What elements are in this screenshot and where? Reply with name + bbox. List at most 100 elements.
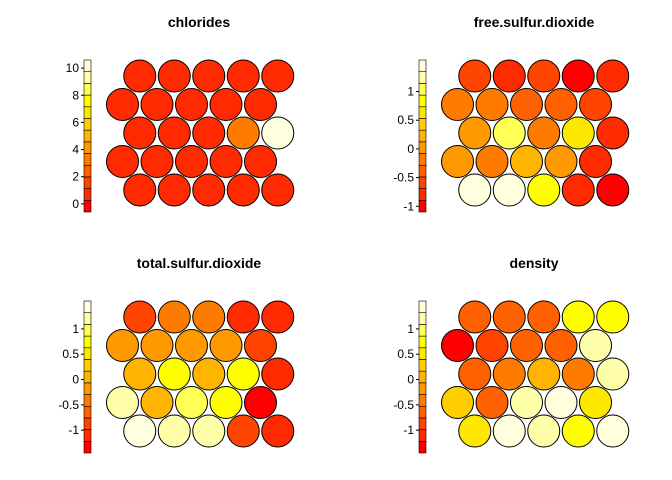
som-unit: [510, 386, 543, 419]
som-unit: [527, 300, 561, 334]
som-unit: [579, 386, 612, 419]
tick-label: 0.5: [397, 113, 414, 127]
som-unit: [226, 59, 260, 93]
color-key-segment: [83, 441, 92, 454]
som-unit: [579, 88, 612, 121]
color-key-segment: [418, 71, 427, 84]
color-key-segment: [418, 382, 427, 395]
som-unit: [261, 59, 295, 93]
som-unit: [106, 145, 139, 178]
som-unit: [123, 173, 157, 207]
som-unit: [458, 357, 492, 391]
color-key-segment: [83, 370, 92, 384]
color-key-segment: [418, 118, 427, 131]
color-key-segment: [418, 405, 427, 419]
color-key-segment: [418, 394, 427, 407]
tick-label: -1: [403, 199, 414, 213]
tick-label: -1: [403, 423, 414, 437]
color-key-segment: [418, 188, 427, 201]
tick-label: 0: [72, 373, 79, 387]
som-unit: [596, 116, 630, 150]
som-unit: [561, 300, 595, 334]
som-unit: [157, 116, 191, 150]
color-key-segment: [418, 59, 427, 72]
som-unit: [226, 173, 260, 207]
som-unit: [226, 300, 260, 334]
som-unit: [596, 173, 630, 207]
color-key-segment: [418, 441, 427, 454]
som-unit: [123, 59, 157, 93]
som-unit: [596, 59, 630, 93]
color-key-segment: [83, 59, 92, 72]
color-key-segment: [83, 153, 92, 166]
tick-label: 0.5: [62, 347, 79, 361]
tick-label: 10: [66, 61, 80, 75]
color-key-segment: [418, 106, 427, 119]
som-unit: [596, 414, 630, 448]
panel-chlorides: chlorides 0 2 4 6 8 10: [66, 14, 295, 213]
som-unit: [106, 329, 139, 362]
som-unit: [261, 173, 295, 207]
color-key-segment: [83, 141, 92, 154]
som-unit: [441, 145, 474, 178]
color-key-segment: [83, 94, 92, 108]
som-unit: [175, 329, 208, 362]
som-unit: [527, 414, 561, 448]
som-unit: [140, 329, 174, 362]
color-key-segment: [83, 417, 92, 430]
tick-label: 1: [407, 85, 414, 99]
som-unit: [209, 88, 243, 121]
som-unit: [579, 145, 612, 178]
som-unit: [596, 357, 630, 391]
color-key-segment: [418, 141, 427, 154]
som-unit: [261, 414, 295, 448]
som-unit: [175, 386, 208, 419]
color-key-segment: [418, 176, 427, 189]
som-unit: [544, 88, 578, 121]
tick-label: -1: [68, 423, 79, 437]
som-unit: [510, 329, 543, 362]
color-key-segment: [418, 324, 427, 337]
som-unit: [492, 357, 526, 391]
color-key-segment: [83, 300, 92, 313]
tick-label: 8: [72, 88, 79, 102]
color-key-segment: [83, 164, 92, 178]
color-key-segment: [83, 347, 92, 360]
som-unit: [475, 88, 509, 121]
som-unit: [544, 329, 578, 362]
panel-total-sulfur-dioxide: total.sulfur.dioxide 1 0.5 0 -0.5 -1: [58, 255, 295, 454]
color-key-segment: [83, 118, 92, 131]
color-key-segment: [418, 153, 427, 166]
color-key-segment: [83, 176, 92, 189]
som-unit: [510, 88, 543, 121]
som-unit: [561, 173, 595, 207]
color-key-segment: [83, 312, 92, 325]
som-unit: [261, 116, 295, 150]
som-unit: [175, 145, 208, 178]
som-unit: [261, 357, 295, 391]
tick-label: 0: [407, 142, 414, 156]
som-unit: [244, 88, 277, 121]
som-unit: [226, 414, 260, 448]
som-unit: [458, 116, 492, 150]
som-unit: [527, 116, 561, 150]
color-key-segment: [83, 324, 92, 337]
color-key-segment: [418, 83, 427, 96]
som-unit: [441, 386, 474, 419]
som-unit: [561, 59, 595, 93]
som-unit: [458, 173, 492, 207]
som-unit: [492, 300, 526, 334]
som-unit: [475, 329, 509, 362]
som-unit: [157, 300, 191, 334]
panel-density: density 1 0.5 0 -0.5 -1: [393, 255, 630, 454]
som-unit: [140, 145, 174, 178]
som-unit: [561, 116, 595, 150]
som-unit: [175, 88, 208, 121]
tick-label: 0: [407, 373, 414, 387]
som-unit: [458, 59, 492, 93]
color-key-segment: [418, 429, 427, 442]
som-unit: [106, 386, 139, 419]
som-unit: [226, 357, 260, 391]
som-unit: [561, 357, 595, 391]
tick-label: 1: [72, 322, 79, 336]
